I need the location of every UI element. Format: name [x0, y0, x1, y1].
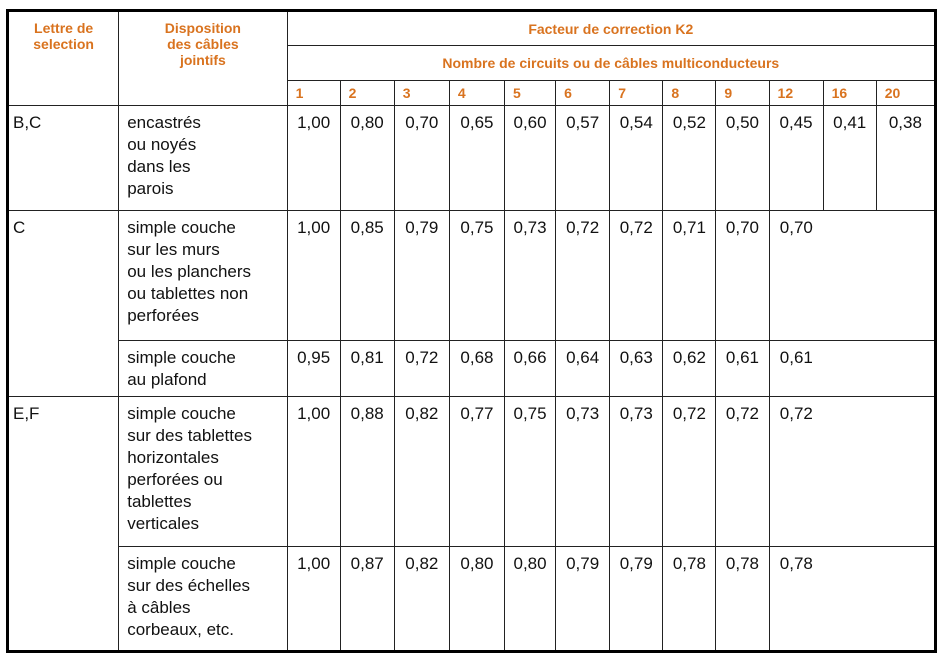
empty-cell — [823, 395, 937, 547]
column-header: 6 — [555, 80, 611, 107]
factor-value: 0,50 — [715, 105, 770, 212]
selection-letter: B,C — [6, 105, 120, 212]
factor-value: 0,75 — [503, 395, 557, 547]
factor-value: 0,70 — [768, 210, 824, 342]
factor-value: 0,88 — [339, 395, 395, 547]
factor-value: 0,73 — [609, 395, 664, 547]
disposition: simple couche au plafond — [118, 340, 288, 397]
column-header: 16 — [822, 80, 877, 107]
factor-value: 0,64 — [555, 340, 611, 397]
factor-value: 0,63 — [609, 340, 664, 397]
disposition: simple couche sur des échelles à câbles … — [118, 545, 288, 653]
factor-value: 0,60 — [503, 105, 557, 212]
factor-value: 0,95 — [286, 340, 341, 397]
selection-letter: C — [6, 210, 120, 397]
factor-value: 0,61 — [715, 340, 770, 397]
factor-value: 0,78 — [715, 545, 770, 653]
factor-value: 0,73 — [503, 210, 557, 342]
factor-value: 0,38 — [875, 105, 937, 212]
column-header: 2 — [339, 80, 395, 107]
factor-value: 0,65 — [448, 105, 506, 212]
factor-value: 0,81 — [339, 340, 395, 397]
factor-value: 0,68 — [448, 340, 506, 397]
factor-value: 1,00 — [286, 210, 341, 342]
factor-value: 0,78 — [768, 545, 824, 653]
empty-cell — [823, 545, 937, 653]
factor-value: 0,61 — [768, 340, 824, 397]
factor-value: 0,62 — [662, 340, 717, 397]
factor-value: 0,66 — [503, 340, 557, 397]
factor-value: 0,85 — [339, 210, 395, 342]
count-header: Nombre de circuits ou de câbles multicon… — [286, 45, 937, 82]
factor-value: 1,00 — [286, 395, 341, 547]
factor-value: 0,79 — [393, 210, 450, 342]
column-header: 8 — [662, 80, 717, 107]
factor-value: 0,77 — [448, 395, 506, 547]
letter-header: Lettre de selection — [6, 9, 120, 107]
factor-value: 0,54 — [609, 105, 664, 212]
factor-value: 0,80 — [503, 545, 557, 653]
factor-header: Facteur de correction K2 — [286, 9, 937, 47]
data-row: E,F simple couche sur des tablettes horiz… — [6, 395, 937, 653]
factor-value: 0,45 — [768, 105, 824, 212]
factor-value: 0,72 — [768, 395, 824, 547]
disposition-header: Disposition des câbles jointifs — [118, 9, 288, 107]
selection-letter: E,F — [6, 395, 120, 653]
factor-value: 0,79 — [555, 545, 611, 653]
factor-value: 0,80 — [448, 545, 506, 653]
data-row: simple couche sur des échelles à câbles … — [8, 545, 937, 653]
empty-cell — [823, 210, 937, 342]
factor-value: 0,78 — [662, 545, 717, 653]
header-row: Lettre de selection Disposition des câble… — [6, 9, 937, 107]
disposition: simple couche sur les murs ou les planch… — [118, 210, 288, 342]
correction-table: Lettre de selection Disposition des câble… — [6, 9, 937, 653]
factor-value: 0,75 — [448, 210, 506, 342]
factor-value: 0,79 — [609, 545, 664, 653]
factor-value: 0,52 — [662, 105, 717, 212]
column-header: 9 — [715, 80, 770, 107]
column-header: 5 — [503, 80, 557, 107]
header-row: Nombre de circuits ou de câbles multicon… — [8, 45, 937, 82]
column-header: 20 — [875, 80, 937, 107]
factor-value: 0,57 — [555, 105, 611, 212]
factor-value: 0,72 — [555, 210, 611, 342]
column-header: 1 — [286, 80, 341, 107]
column-header: 3 — [393, 80, 450, 107]
column-header: 12 — [768, 80, 824, 107]
factor-value: 0,72 — [715, 395, 770, 547]
empty-cell — [823, 340, 937, 397]
factor-value: 0,72 — [609, 210, 664, 342]
column-header: 4 — [448, 80, 506, 107]
data-row: B,C encastrés ou noyés dans les parois 1,0… — [6, 105, 937, 212]
factor-value: 1,00 — [286, 105, 341, 212]
factor-value: 0,87 — [339, 545, 395, 653]
factor-value: 0,71 — [662, 210, 717, 342]
table-body: Lettre de selection Disposition des câble… — [6, 9, 937, 653]
factor-value: 0,72 — [393, 340, 450, 397]
data-row: simple couche au plafond 0,95 0,81 0,72 0,68… — [8, 340, 937, 397]
disposition: simple couche sur des tablettes horizont… — [118, 395, 288, 547]
factor-value: 0,70 — [393, 105, 450, 212]
column-header: 7 — [609, 80, 664, 107]
factor-value: 0,82 — [393, 395, 450, 547]
factor-value: 0,41 — [822, 105, 877, 212]
factor-value: 0,80 — [339, 105, 395, 212]
factor-value: 0,73 — [555, 395, 611, 547]
disposition: encastrés ou noyés dans les parois — [118, 105, 288, 212]
factor-value: 0,72 — [662, 395, 717, 547]
factor-value: 0,82 — [393, 545, 450, 653]
header-row: 1 2 3 4 5 6 7 8 9 12 16 20 — [8, 80, 937, 107]
factor-value: 1,00 — [286, 545, 341, 653]
factor-value: 0,70 — [715, 210, 770, 342]
